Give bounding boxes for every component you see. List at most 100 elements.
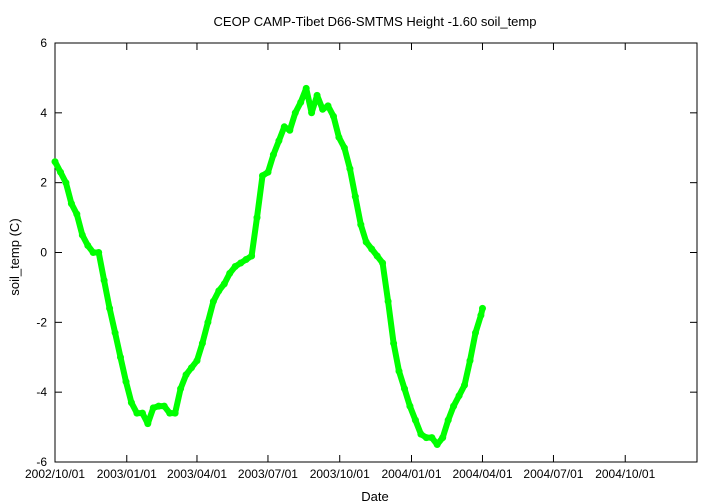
data-point xyxy=(340,144,348,152)
data-point xyxy=(51,158,59,166)
data-point xyxy=(335,133,343,141)
data-point xyxy=(62,179,70,187)
x-tick-label: 2003/10/01 xyxy=(310,467,370,481)
data-point xyxy=(351,193,359,201)
data-point xyxy=(308,109,316,117)
data-point xyxy=(411,416,419,424)
data-point xyxy=(330,112,337,120)
y-tick-label: -2 xyxy=(36,315,47,329)
x-tick-label: 2002/10/01 xyxy=(25,467,85,481)
series-layer xyxy=(51,84,486,448)
data-point xyxy=(379,259,387,267)
data-point xyxy=(253,214,261,222)
y-tick-label: 4 xyxy=(40,106,47,120)
data-point xyxy=(171,409,179,417)
data-point xyxy=(248,252,256,260)
y-tick-label: -4 xyxy=(36,385,47,399)
data-point xyxy=(466,357,474,365)
y-tick-label: 0 xyxy=(40,246,47,260)
data-point xyxy=(444,416,452,424)
data-point xyxy=(182,371,190,379)
data-point xyxy=(220,280,228,288)
data-point xyxy=(395,367,403,375)
data-point xyxy=(384,297,392,305)
data-point xyxy=(390,339,398,347)
x-tick-label: 2003/07/01 xyxy=(238,467,298,481)
x-tick-label: 2004/04/01 xyxy=(452,467,512,481)
data-point xyxy=(439,434,447,442)
data-point xyxy=(231,263,239,270)
data-point xyxy=(84,242,92,249)
data-point xyxy=(259,172,266,180)
data-point xyxy=(291,109,299,117)
data-point xyxy=(472,329,479,337)
data-point xyxy=(479,304,486,312)
data-point xyxy=(264,168,272,176)
data-point xyxy=(122,378,130,386)
data-point xyxy=(215,287,223,295)
data-point xyxy=(455,392,463,400)
data-point xyxy=(138,409,146,417)
data-point xyxy=(357,221,365,229)
y-tick-label: 2 xyxy=(40,176,47,190)
x-tick-label: 2004/07/01 xyxy=(523,467,583,481)
data-point xyxy=(155,402,163,410)
data-point xyxy=(166,409,174,417)
data-point xyxy=(373,252,381,260)
data-point xyxy=(417,430,425,438)
data-point xyxy=(242,256,250,263)
x-tick-label: 2003/04/01 xyxy=(167,467,227,481)
data-point xyxy=(204,318,212,326)
x-tick-label: 2004/10/01 xyxy=(595,467,655,481)
data-point xyxy=(362,238,370,246)
data-point xyxy=(433,441,441,448)
data-point xyxy=(188,364,195,372)
data-point xyxy=(209,297,217,305)
data-point xyxy=(406,402,414,410)
data-point xyxy=(67,200,75,208)
data-point xyxy=(313,91,321,99)
y-tick-label: -6 xyxy=(36,455,47,469)
data-point xyxy=(144,420,152,428)
data-point xyxy=(237,259,245,267)
data-point xyxy=(324,102,332,110)
data-point xyxy=(193,357,201,365)
x-tick-label: 2004/01/01 xyxy=(381,467,441,481)
x-tick-label: 2003/01/01 xyxy=(97,467,157,481)
data-point xyxy=(401,385,408,393)
data-point xyxy=(280,123,288,131)
data-point xyxy=(133,409,141,417)
x-axis-label: Date xyxy=(361,489,388,504)
data-point xyxy=(106,304,114,312)
y-axis: -6 -4 -2 0 2 4 6 xyxy=(36,36,697,469)
data-point xyxy=(275,137,283,145)
data-point xyxy=(346,165,354,173)
data-point xyxy=(450,402,458,410)
data-point xyxy=(78,231,86,239)
data-point xyxy=(160,402,168,410)
data-point xyxy=(117,353,124,361)
data-point xyxy=(422,434,430,442)
x-axis: 2002/10/01 2003/01/01 2003/04/01 2003/07/01… xyxy=(25,43,656,481)
data-point xyxy=(111,329,119,337)
series-line xyxy=(52,85,486,448)
data-point xyxy=(461,381,468,389)
y-tick-label: 6 xyxy=(40,36,47,50)
chart-title: CEOP CAMP-Tibet D66-SMTMS Height -1.60 s… xyxy=(214,14,537,29)
data-point xyxy=(57,168,64,176)
data-point xyxy=(89,249,97,256)
data-point xyxy=(269,151,277,159)
y-axis-label: soil_temp (C) xyxy=(7,218,22,295)
data-point xyxy=(368,245,376,253)
data-point xyxy=(149,404,157,412)
data-point xyxy=(428,434,436,442)
data-point xyxy=(100,276,108,284)
data-point xyxy=(477,311,485,319)
data-point xyxy=(297,98,305,106)
data-point xyxy=(226,269,234,277)
data-point xyxy=(127,399,135,407)
data-point xyxy=(302,84,310,92)
data-point xyxy=(319,105,327,113)
data-point xyxy=(286,126,294,134)
